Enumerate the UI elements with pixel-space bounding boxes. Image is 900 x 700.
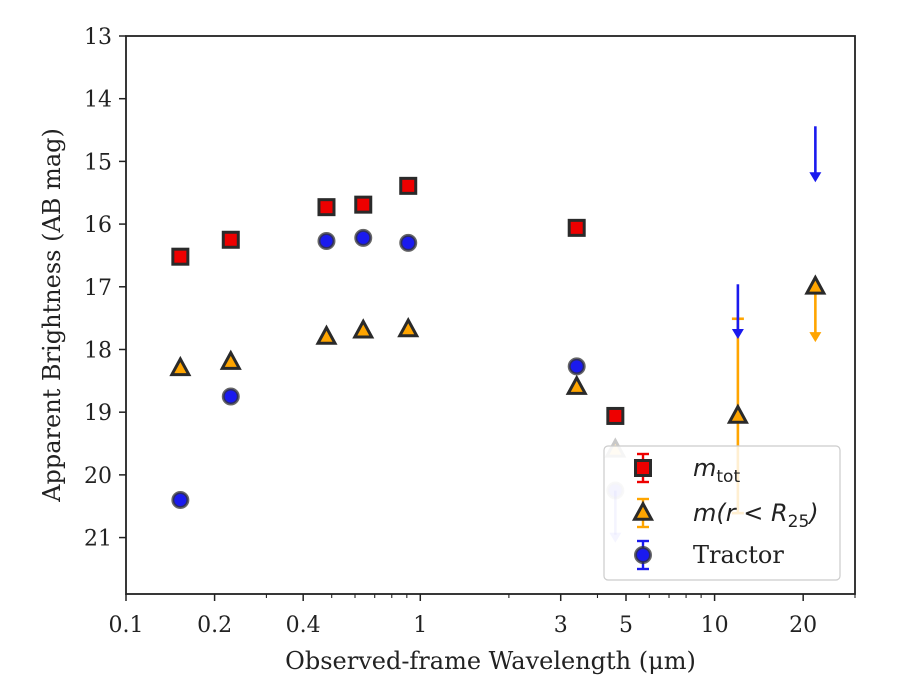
data-point [221, 387, 240, 406]
y-tick-label: 21 [84, 527, 112, 552]
legend-marker-circle [634, 546, 652, 564]
y-tick-label: 18 [84, 338, 112, 363]
data-point [606, 406, 625, 425]
data-point [171, 247, 190, 266]
data-point [317, 232, 336, 251]
data-point [399, 176, 418, 195]
x-tick-label: 5 [619, 613, 633, 638]
data-point [354, 195, 373, 214]
data-marks [169, 126, 827, 543]
series-square [171, 176, 625, 425]
data-point [219, 349, 242, 370]
data-point [354, 228, 373, 247]
legend-label: mtot [693, 454, 740, 487]
legend-marker-square [634, 459, 652, 477]
data-point [171, 490, 190, 509]
legend-box [603, 445, 841, 581]
upper-limit-arrow-head [731, 328, 744, 339]
legend-label: Tractor [693, 541, 784, 569]
x-tick-label: 20 [789, 613, 817, 638]
x-axis: 0.1 0.2 0.4 1 3 5 10 20 [109, 594, 856, 638]
x-tick-label: 1 [413, 613, 427, 638]
legend: mtot m(r < R25) Tractor [603, 445, 841, 581]
data-point [567, 357, 586, 376]
x-tick-label: 3 [554, 613, 568, 638]
y-tick-label: 20 [84, 464, 112, 489]
data-point [169, 355, 192, 377]
y-axis: 13 14 15 16 17 18 19 20 21 [84, 25, 126, 552]
upper-limit-arrow-head [809, 172, 822, 183]
data-point [315, 324, 338, 345]
upper-limit-arrow-head [809, 332, 822, 343]
x-tick-label: 0.4 [286, 613, 321, 638]
y-axis-title: Apparent Brightness (AB mag) [38, 128, 66, 503]
x-axis-title: Observed-frame Wavelength (μm) [285, 647, 696, 675]
series-triangle [169, 274, 827, 515]
legend-label: m(r < R25) [693, 499, 819, 532]
data-point [397, 316, 420, 338]
y-tick-label: 14 [84, 88, 112, 113]
data-point [567, 218, 586, 237]
data-point [317, 198, 336, 217]
data-point [726, 403, 749, 424]
y-tick-label: 15 [84, 150, 112, 175]
x-tick-label: 0.2 [197, 613, 232, 638]
y-tick-label: 17 [84, 276, 112, 301]
plot-frame [125, 35, 856, 595]
y-tick-label: 19 [84, 401, 112, 426]
x-tick-label: 0.1 [109, 613, 144, 638]
data-point [565, 374, 588, 395]
legend-marker-triangle [631, 500, 655, 521]
data-point [221, 230, 240, 249]
data-point [804, 274, 827, 295]
data-point [399, 233, 418, 252]
y-tick-label: 16 [84, 213, 112, 238]
x-tick-label: 10 [701, 613, 729, 638]
data-point [352, 318, 375, 339]
y-tick-label: 13 [84, 25, 112, 50]
